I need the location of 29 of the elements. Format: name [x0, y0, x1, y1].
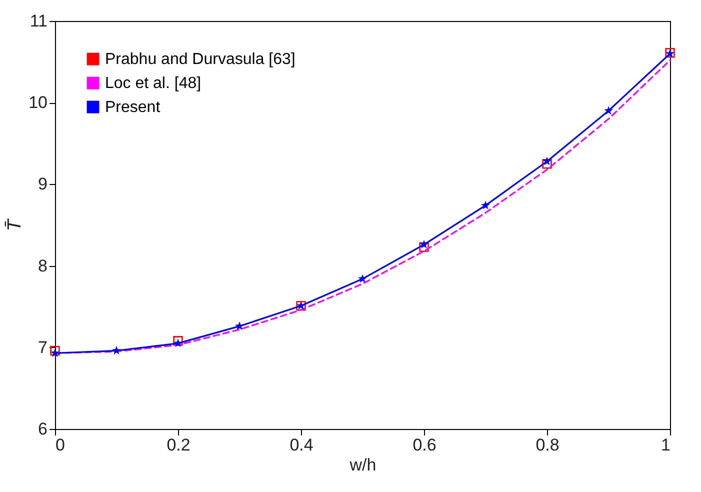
legend-label: Prabhu and Durvasula [63] — [105, 51, 296, 68]
x-tick-label: 0.6 — [412, 436, 436, 454]
point — [542, 158, 552, 169]
legend-label: Present — [105, 99, 161, 116]
x-tick-label: 0.2 — [166, 436, 190, 454]
point — [542, 156, 552, 166]
point — [480, 200, 490, 210]
point — [173, 336, 183, 346]
x-tick-label: 0.8 — [536, 436, 560, 454]
y-tick-label: 10 — [28, 93, 48, 112]
point — [50, 348, 60, 357]
point — [112, 346, 122, 355]
y-tick-label: 9 — [38, 174, 48, 194]
y-tick-label: 7 — [38, 338, 48, 357]
y-tick-label: 8 — [38, 256, 48, 276]
y-axis-title: T̄ — [4, 218, 26, 232]
point — [50, 346, 60, 356]
point — [604, 106, 614, 115]
x-tick-label: 0.4 — [290, 436, 314, 454]
x-tick-label: 1 — [661, 436, 670, 454]
x-tick-label: 0 — [56, 436, 65, 454]
point — [173, 338, 183, 348]
point — [358, 274, 368, 283]
legend-label: Loc et al. [48] — [105, 75, 202, 92]
y-tick-label: 11 — [30, 12, 48, 30]
point — [419, 240, 429, 248]
y-tick-label: 6 — [38, 420, 48, 438]
x-axis-title: w/h — [348, 456, 376, 474]
point — [419, 242, 429, 252]
